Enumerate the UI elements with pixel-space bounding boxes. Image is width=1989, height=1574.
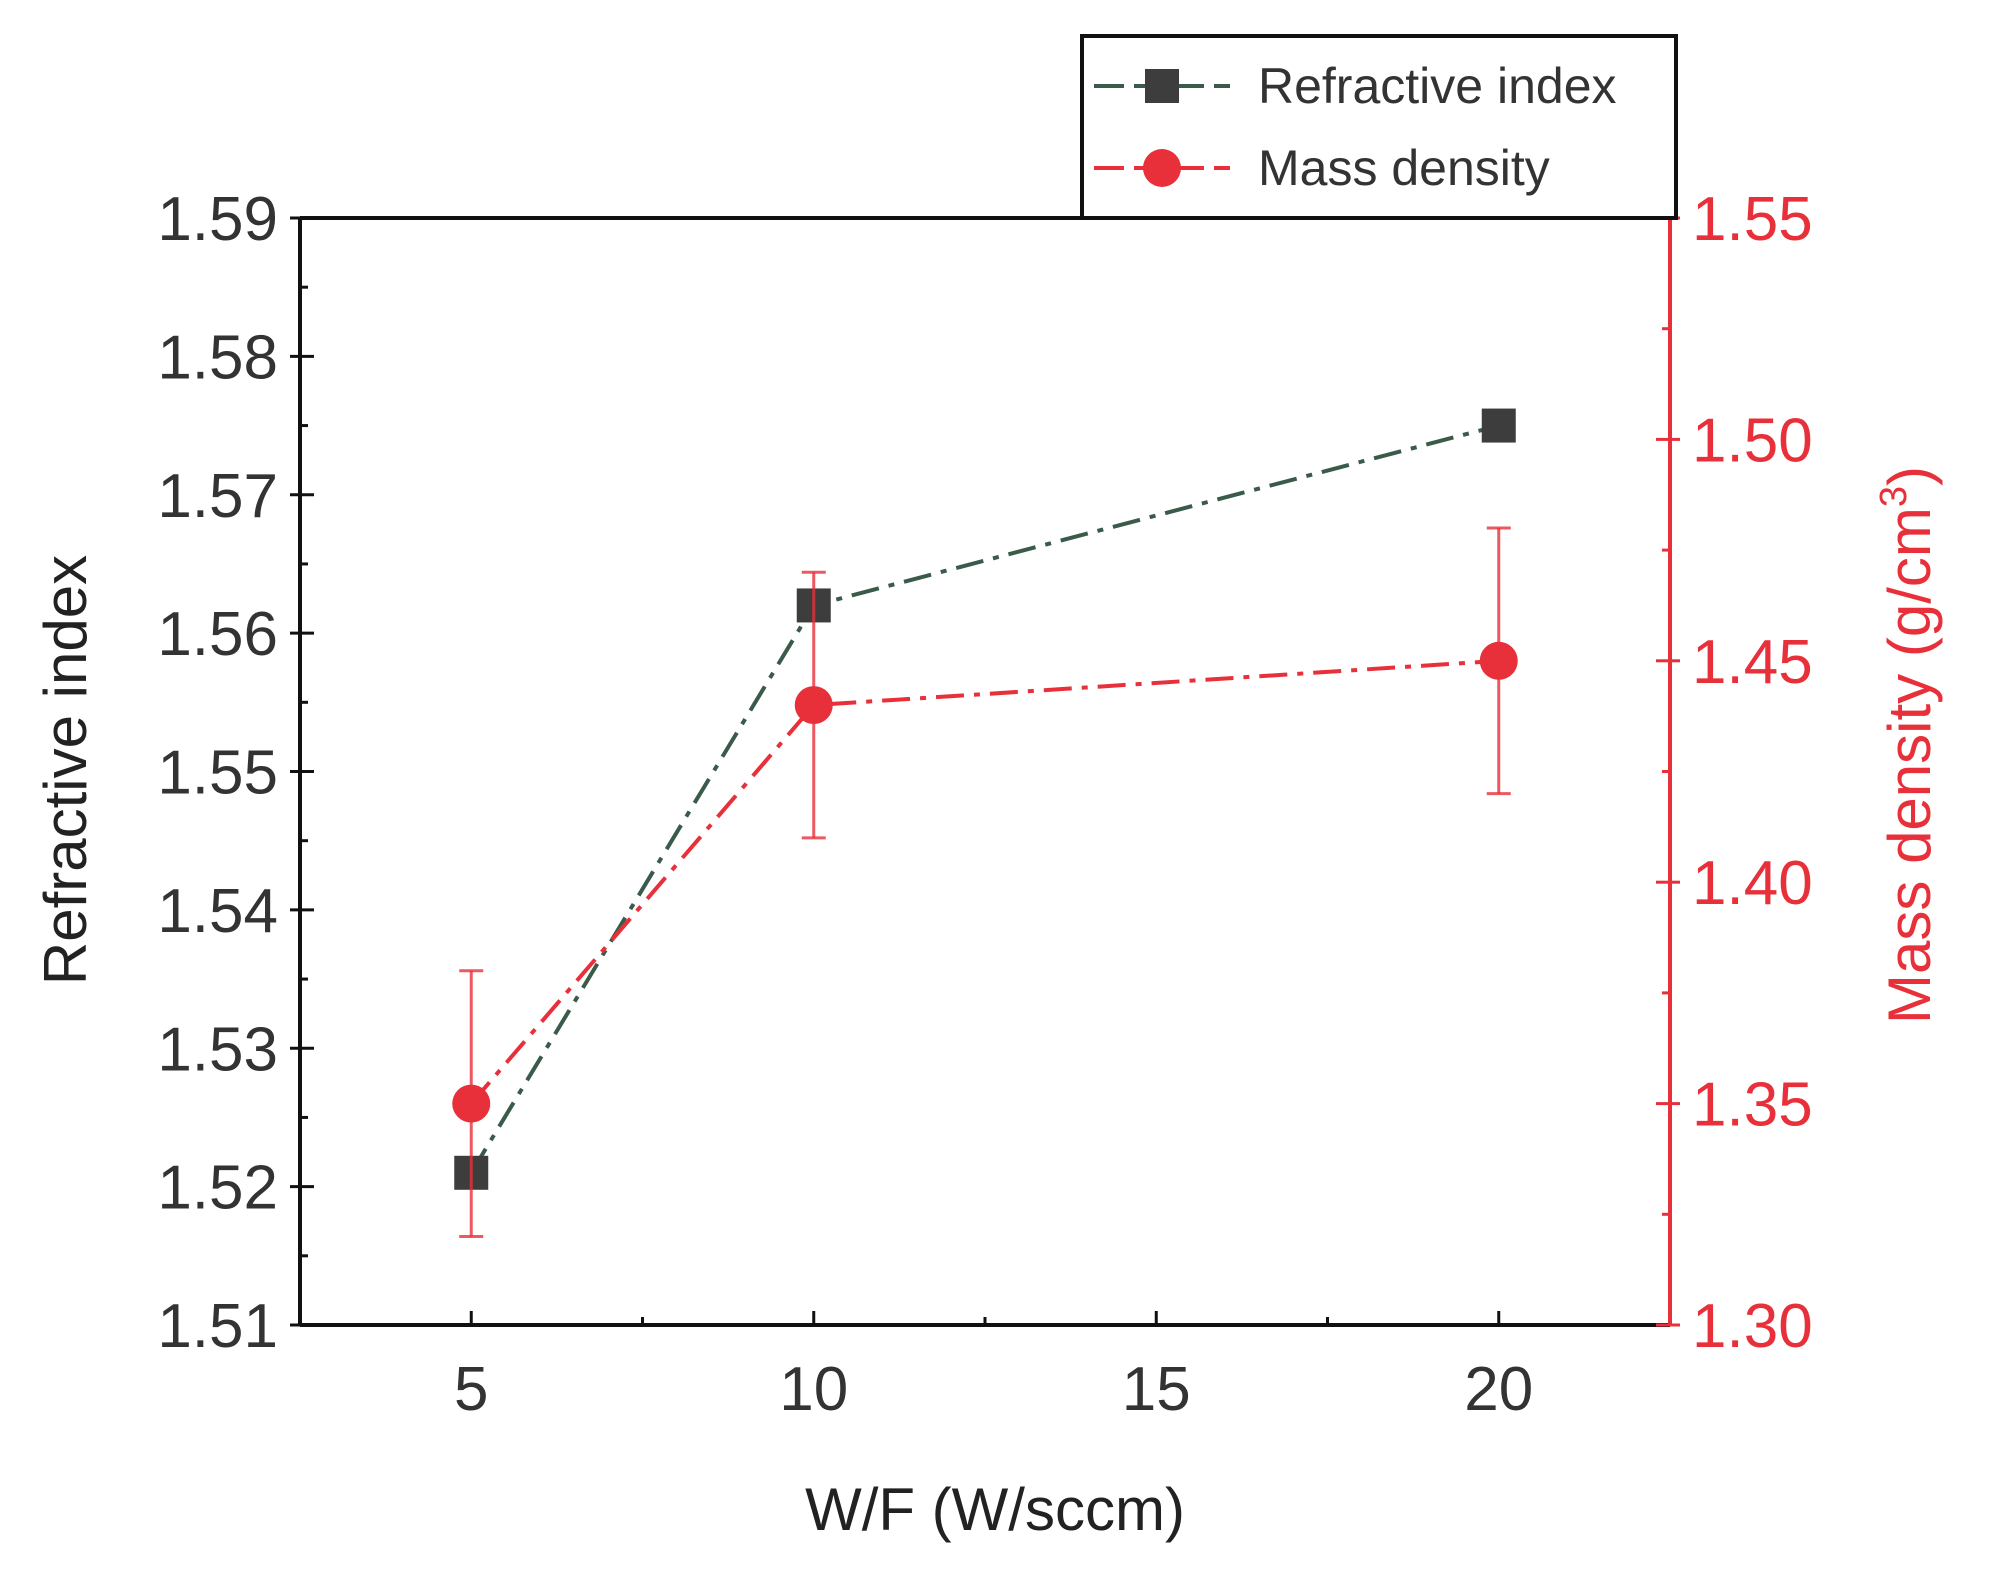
left-tick-label: 1.56 — [157, 600, 278, 669]
right-tick-label: 1.35 — [1692, 1071, 1813, 1140]
mass-density-data-point — [794, 686, 833, 725]
legend-box — [1080, 34, 1678, 220]
x-tick-label: 15 — [1122, 1355, 1191, 1424]
left-axis-title: Refractive index — [32, 555, 99, 985]
right-axis-title: Mass density (g/cm3) — [1873, 466, 1943, 1024]
refractive-index-legend-label: Refractive index — [1258, 58, 1617, 114]
left-tick-label: 1.53 — [157, 1015, 278, 1084]
left-tick-label: 1.51 — [157, 1292, 278, 1361]
right-tick-label: 1.45 — [1692, 628, 1813, 697]
right-tick-label: 1.55 — [1692, 185, 1813, 254]
series-layer — [452, 408, 1518, 1238]
x-tick-label: 10 — [779, 1355, 848, 1424]
x-tick-label: 5 — [454, 1355, 488, 1424]
mass-density-series-line — [469, 658, 1499, 1105]
x-tick-label: 20 — [1464, 1355, 1533, 1424]
mass-density-data-point — [1479, 641, 1518, 680]
legend: Refractive index Mass density — [1080, 34, 1678, 220]
mass-density-legend-marker — [1143, 149, 1181, 187]
refractive-index-data-point — [1481, 408, 1516, 443]
x-axis-title: W/F (W/sccm) — [805, 1476, 1185, 1543]
left-tick-label: 1.59 — [157, 185, 278, 254]
right-tick-label: 1.50 — [1692, 406, 1813, 475]
left-tick-label: 1.54 — [157, 877, 278, 946]
right-tick-label: 1.30 — [1692, 1292, 1813, 1361]
right-axis-title-close: ) — [1876, 466, 1943, 486]
left-tick-label: 1.55 — [157, 739, 278, 808]
mass-density-data-point — [452, 1084, 491, 1123]
left-tick-label: 1.58 — [157, 323, 278, 392]
right-axis-title-superscript: 3 — [1873, 486, 1915, 507]
refractive-index-series-line — [469, 423, 1500, 1174]
right-axis-title-main: Mass density (g/cm — [1876, 507, 1943, 1024]
mass-density-legend-label: Mass density — [1258, 140, 1550, 196]
left-tick-label: 1.57 — [157, 462, 278, 531]
left-y-axis: 1.51 1.52 1.53 1.54 1.55 1.56 1.57 1.58 1.59 — [157, 185, 314, 1361]
right-y-axis: 1.30 1.35 1.40 1.45 1.50 1.55 — [1656, 185, 1813, 1361]
refractive-index-legend-marker — [1145, 69, 1179, 103]
x-axis: 5 10 15 20 — [298, 1311, 1533, 1424]
right-tick-label: 1.40 — [1692, 849, 1813, 918]
left-tick-label: 1.52 — [157, 1154, 278, 1223]
plot-frame — [298, 216, 1672, 1327]
